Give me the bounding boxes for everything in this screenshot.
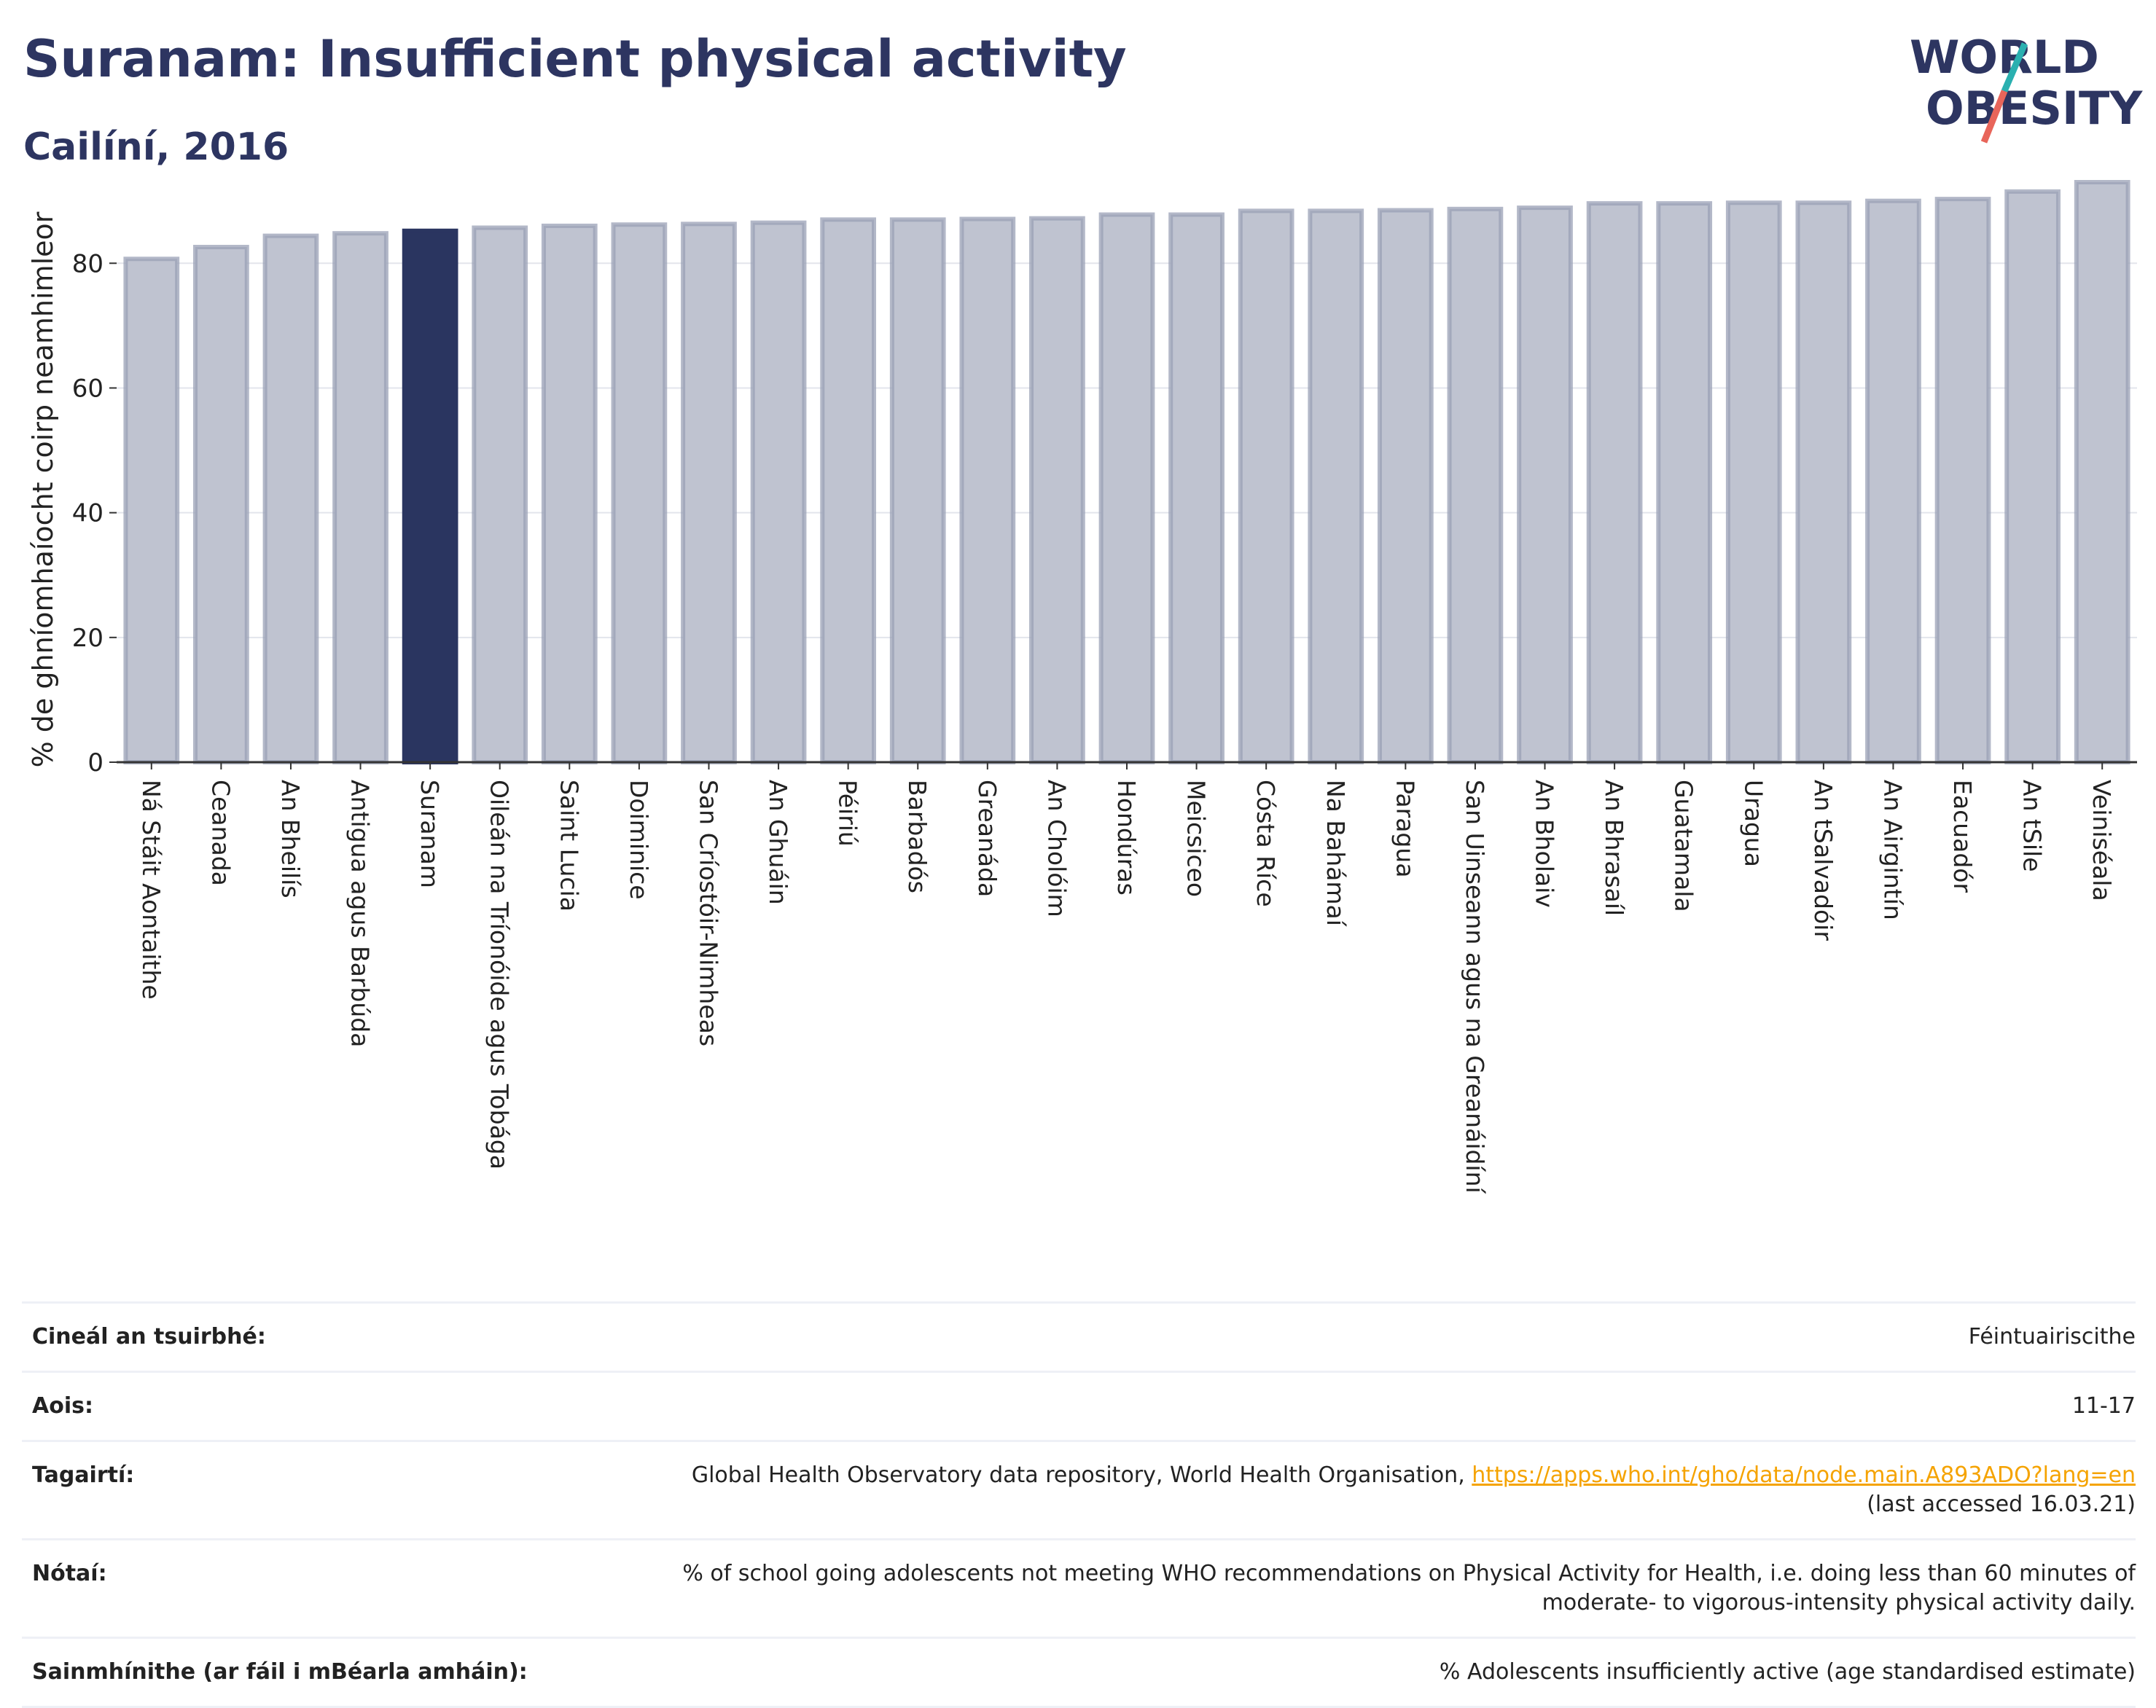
y-tick-label: 60 [72, 374, 103, 403]
references-value: Global Health Observatory data repositor… [692, 1461, 2136, 1519]
x-tick-label: Oileán na Tríonóide agus Tobága [485, 780, 514, 1170]
chart-title: Suranam: Insufficient physical activity [23, 29, 1127, 89]
x-tick-label: San Uinseann agus na Greanáidíní [1461, 780, 1489, 1195]
x-tick-label: Ná Stáit Aontaithe [137, 780, 165, 1000]
y-axis-label: % de ghníomhaíocht coirp neamhimleor [27, 211, 59, 767]
bar [1865, 198, 1921, 764]
x-tick-label: An tSile [2018, 780, 2047, 872]
x-tick-label: An tSalvadóir [1809, 780, 1837, 941]
x-tick-label: Greanáda [973, 780, 1001, 897]
bar [1238, 208, 1294, 764]
logo-slash-teal [2001, 42, 2028, 93]
bar [1029, 216, 1085, 764]
x-tick-label: Barbadós [903, 780, 931, 893]
bar [681, 222, 737, 764]
bar [1517, 205, 1573, 764]
bar [541, 223, 598, 764]
y-tick-label: 20 [72, 624, 103, 653]
age-value: 11-17 [2071, 1393, 2136, 1419]
x-tick-label: Uragua [1739, 780, 1768, 867]
x-tick-label: San Críostóir-Nimheas [694, 780, 722, 1046]
x-tick-label: Na Bahámaí [1321, 780, 1350, 928]
x-tick-label: Veiniséala [2087, 780, 2116, 901]
info-row-survey-type: Cineál an tsuirbhé: Féintuairiscithe [22, 1304, 2136, 1373]
references-accessed: (last accessed 16.03.21) [1867, 1492, 2136, 1517]
definitions-value: % Adolescents insufficiently active (age… [1439, 1659, 2136, 1685]
info-row-definitions: Sainmhínithe (ar fáil i mBéarla amháin):… [22, 1639, 2136, 1708]
x-tick-label: Paragua [1391, 780, 1419, 878]
bar [889, 217, 946, 764]
x-tick-label: Doiminice [625, 780, 653, 900]
notes-value: % of school going adolescents not meetin… [682, 1561, 2136, 1615]
x-tick-label: Eacuadór [1948, 780, 1977, 893]
survey-type-value: Féintuairiscithe [1968, 1324, 2136, 1349]
x-tick-label: An Cholóim [1042, 780, 1071, 917]
x-tick-label: Suranam [415, 780, 444, 888]
notes-label: Nótaí: [32, 1561, 107, 1586]
bar [820, 217, 877, 764]
logo-line1: WORLD [1910, 31, 2099, 84]
info-row-references: Tagairtí: Global Health Observatory data… [22, 1442, 2136, 1540]
y-tick-label: 80 [72, 249, 103, 278]
logo-slash-coral [1980, 90, 2008, 144]
info-row-notes: Nótaí: % of school going adolescents not… [22, 1540, 2136, 1639]
bar [332, 231, 388, 764]
x-tick-label: Ceanada [206, 780, 235, 886]
bar [611, 222, 668, 764]
x-tick-label: An Bheilís [276, 780, 305, 898]
chart-subtitle: Cailíní, 2016 [23, 125, 289, 169]
bar [472, 225, 528, 764]
bar [1447, 206, 1504, 764]
x-tick-label: Antigua agus Barbúda [346, 780, 375, 1047]
bars [123, 180, 2130, 765]
x-tick-label: Guatamala [1670, 780, 1698, 912]
bar [1168, 212, 1225, 765]
x-tick-label: An Bholaiv [1531, 780, 1559, 908]
bar-chart: 0 20 40 60 80 Ná Stáit Aontaithe Ceanada An Bh… [27, 180, 2137, 1195]
info-table: Cineál an tsuirbhé: Féintuairiscithe Aoi… [22, 1301, 2136, 1708]
x-tick-label: Hondúras [1112, 780, 1141, 896]
bar [2074, 180, 2130, 764]
logo-line2: OBESITY [1926, 82, 2143, 135]
x-tick-label: Cósta Ríce [1251, 780, 1280, 907]
definitions-label: Sainmhínithe (ar fáil i mBéarla amháin): [32, 1659, 528, 1685]
bar [1934, 197, 1991, 764]
survey-type-label: Cineál an tsuirbhé: [32, 1324, 266, 1349]
info-row-age: Aois: 11-17 [22, 1373, 2136, 1442]
bar [402, 228, 458, 764]
bar [1377, 208, 1434, 765]
x-tick-label: An Bhrasaíl [1600, 780, 1628, 916]
bar [1795, 200, 1852, 764]
bar [2004, 189, 2061, 765]
y-tick-label: 40 [72, 499, 103, 528]
y-tick-labels: 0 20 40 60 80 [72, 249, 117, 777]
bar [959, 216, 1016, 765]
bar [123, 256, 180, 764]
x-tick-label: Péiriú [834, 780, 862, 847]
x-tick-label: Saint Lucia [555, 780, 583, 912]
bar [262, 233, 319, 765]
x-tick-label: An Ghuáin [764, 780, 792, 905]
world-obesity-logo: WORLD OBESITY [1910, 31, 2143, 144]
y-tick-label: 0 [87, 748, 103, 777]
x-tick-label: Meicsiceo [1182, 780, 1211, 897]
references-label: Tagairtí: [32, 1462, 135, 1488]
x-tick-labels: Ná Stáit Aontaithe Ceanada An Bheilís Antig… [137, 762, 2116, 1195]
x-tick-label: An Airgintín [1878, 780, 1907, 920]
bar [750, 220, 807, 764]
bar [1586, 201, 1643, 764]
bar [193, 245, 249, 764]
references-text: Global Health Observatory data repositor… [691, 1462, 1472, 1488]
bar [1308, 208, 1364, 764]
bar [1656, 201, 1713, 764]
bar [1098, 212, 1155, 765]
age-label: Aois: [32, 1393, 93, 1419]
references-link[interactable]: https://apps.who.int/gho/data/node.main.… [1472, 1462, 2136, 1488]
bar [1725, 200, 1782, 764]
